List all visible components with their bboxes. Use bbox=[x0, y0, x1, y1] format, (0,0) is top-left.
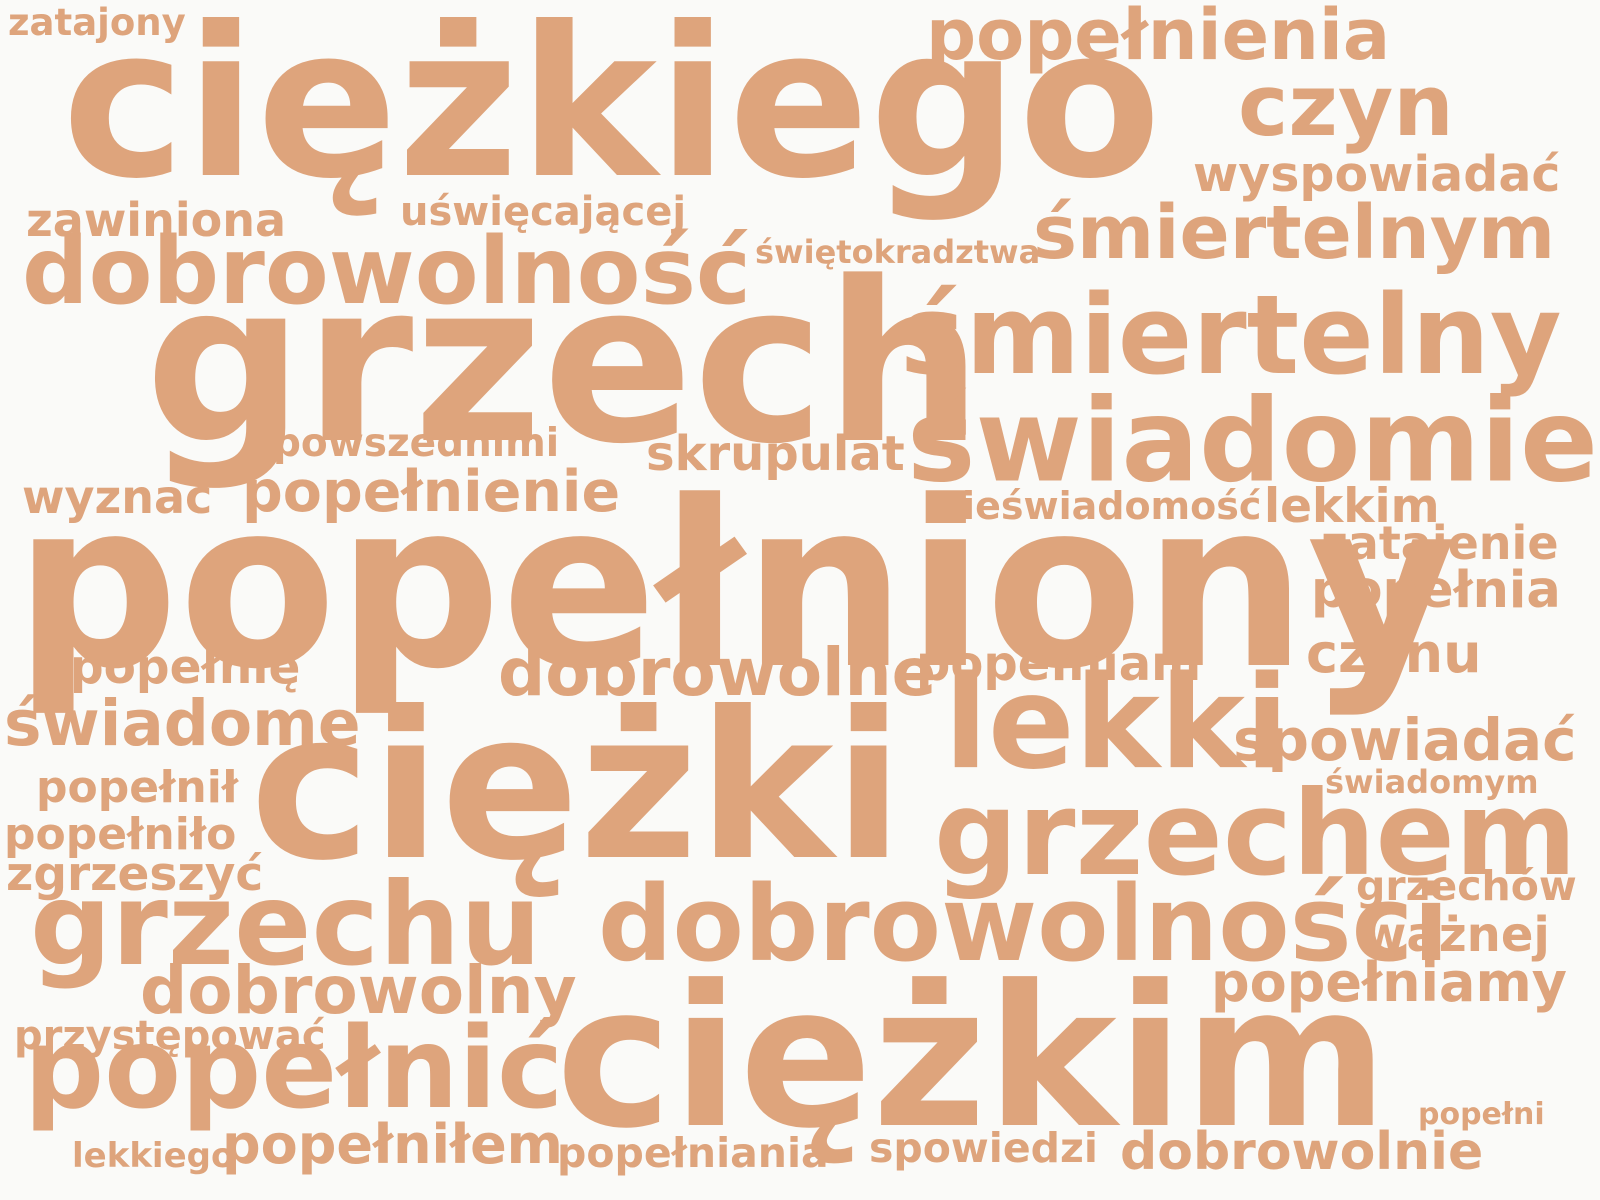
word-lekki: lekki bbox=[944, 649, 1289, 798]
word-waznej: ważnej bbox=[1362, 907, 1550, 963]
word-spowiadac: spowiadać bbox=[1233, 706, 1577, 774]
word-grzechem: grzechem bbox=[934, 765, 1577, 902]
word-ciezkim: ciężkim bbox=[556, 944, 1389, 1172]
word-grzechu: grzechu bbox=[30, 858, 542, 991]
word-ciezkiego: ciężkiego bbox=[62, 0, 1162, 225]
word-wyznac: wyznać bbox=[22, 470, 213, 524]
word-popelnienie: popełnienie bbox=[242, 459, 621, 525]
word-popelnilo: popełniło bbox=[4, 809, 237, 860]
word-swiadomym: świadomym bbox=[1325, 763, 1539, 801]
word-dobrowolne: dobrowolne bbox=[498, 634, 937, 711]
word-skrupulat: skrupulat bbox=[646, 426, 905, 482]
word-popelniony: popełniony bbox=[14, 453, 1457, 720]
word-powszednimi: powszednimi bbox=[273, 421, 560, 466]
word-zawiniona: zawiniona bbox=[26, 193, 286, 247]
word-popelnilem: popełniłem bbox=[222, 1113, 563, 1176]
word-smiertelny: śmiertelny bbox=[900, 271, 1562, 399]
word-lekkim: lekkim bbox=[1264, 479, 1440, 534]
word-spowiedzi: spowiedzi bbox=[869, 1124, 1098, 1172]
word-popelniania: popełniania bbox=[557, 1129, 829, 1177]
word-przystepowac: przystępować bbox=[14, 1013, 326, 1059]
word-popelnienia: popełnienia bbox=[926, 0, 1391, 76]
word-popelniam: popełniam bbox=[916, 636, 1202, 692]
word-czynu: czynu bbox=[1306, 622, 1482, 685]
word-dobrowolnosc: dobrowolność bbox=[22, 217, 752, 325]
word-smiertelnym: śmiertelnym bbox=[1033, 190, 1556, 276]
word-dobrowolnosci: dobrowolności bbox=[598, 863, 1449, 985]
word-popelnic: popełnić bbox=[24, 1004, 564, 1134]
word-swiadomie: świadomie bbox=[907, 373, 1599, 508]
word-zgrzeszyc: zgrzeszyć bbox=[6, 847, 264, 902]
word-swietokradztwa: świętokradztwa bbox=[755, 233, 1041, 271]
word-popelnil: popełnił bbox=[36, 762, 239, 813]
word-nieswiadomosc: nieświadomość bbox=[935, 484, 1262, 528]
word-popelnie: popełnię bbox=[70, 640, 301, 695]
word-dobrowolny: dobrowolny bbox=[140, 952, 577, 1029]
word-czyn: czyn bbox=[1238, 57, 1454, 156]
word-zatajony: zatajony bbox=[8, 1, 186, 44]
word-zatajenie: zatajenie bbox=[1321, 516, 1559, 570]
word-popelni: popełni bbox=[1418, 1097, 1545, 1132]
word-lekkiego: lekkiego bbox=[72, 1136, 235, 1176]
word-popelnia: popełnia bbox=[1311, 561, 1561, 620]
word-grzechow: grzechów bbox=[1356, 862, 1577, 910]
word-wyspowiadac: wyspowiadać bbox=[1193, 146, 1561, 203]
word-dobrowolnie: dobrowolnie bbox=[1120, 1122, 1484, 1182]
word-grzech: grzech bbox=[145, 235, 983, 493]
word-uswiecajacej: uświęcającej bbox=[400, 189, 687, 235]
word-swiadome: świadome bbox=[4, 687, 361, 760]
word-ciezki: ciężki bbox=[250, 669, 904, 906]
word-popelniamy: popełniamy bbox=[1211, 951, 1567, 1014]
